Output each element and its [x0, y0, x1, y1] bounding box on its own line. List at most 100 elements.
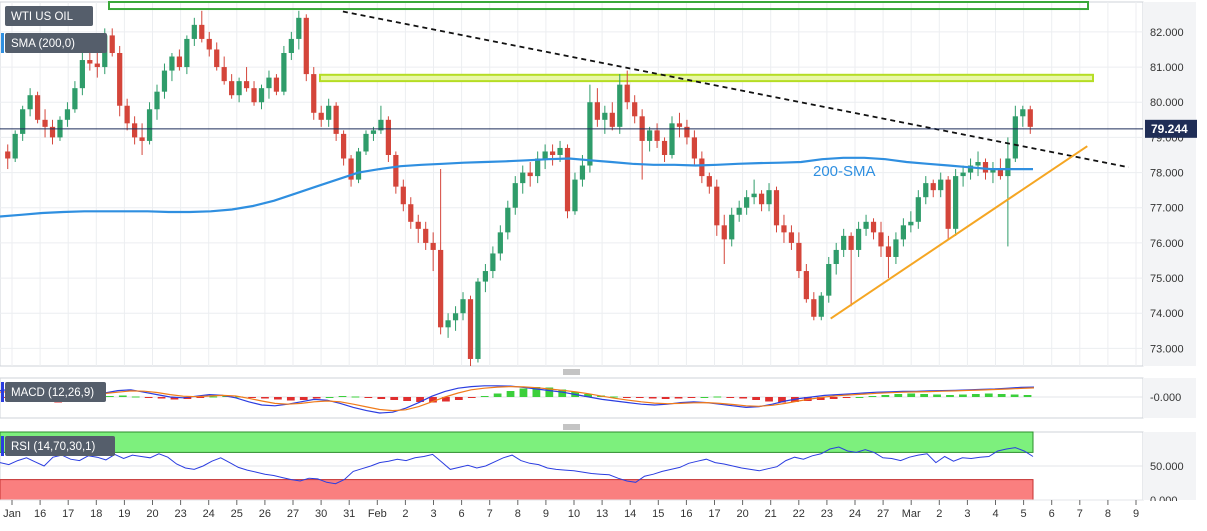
candle-down: [206, 38, 212, 50]
time-tick-label: 24: [203, 508, 215, 520]
sma-legend-swatch: [1, 33, 4, 53]
instrument-label: WTI US OIL: [11, 11, 74, 23]
candle-up: [938, 179, 944, 191]
macd-histogram-bar: [674, 397, 683, 399]
sma-annotation: 200-SMA: [813, 163, 876, 180]
macd-histogram-bar: [894, 394, 903, 397]
candle-up: [766, 190, 772, 205]
macd-histogram-bar: [610, 396, 618, 398]
resistance-zone-upper: [108, 1, 1089, 11]
time-tick-label: 20: [146, 508, 158, 520]
macd-histogram-bar: [274, 397, 282, 400]
candle-up: [960, 172, 966, 177]
candle-down: [467, 299, 474, 359]
macd-histogram-bar: [519, 388, 528, 397]
price-tick-label: 81.000: [1150, 62, 1184, 74]
candle-down: [273, 77, 280, 92]
candle-down: [676, 123, 683, 127]
price-tick-label: 76.000: [1150, 238, 1184, 250]
macd-histogram-bar: [816, 397, 825, 400]
candle-up: [281, 52, 287, 92]
candle-up: [490, 253, 496, 272]
candle-down: [311, 74, 317, 113]
candle-down: [549, 151, 556, 155]
time-tick-label: 26: [259, 508, 271, 520]
candle-down: [393, 154, 399, 187]
macd-histogram-bar: [442, 397, 450, 402]
macd-histogram-bar: [778, 397, 786, 403]
macd-histogram-bar: [842, 397, 851, 398]
macd-histogram-bar: [377, 397, 386, 399]
time-tick-label: 27: [877, 508, 889, 520]
candle-down: [221, 67, 227, 82]
candle-down: [124, 105, 130, 124]
candle-down: [997, 169, 1004, 177]
macd-histogram-bar: [1010, 394, 1019, 397]
time-tick-label: 7: [487, 508, 493, 520]
candle-up: [460, 299, 466, 314]
candle-up: [482, 271, 489, 282]
time-tick-label: 16: [34, 508, 46, 520]
time-tick-label: 27: [287, 508, 299, 520]
candle-down: [691, 137, 698, 159]
current-price-value: 79.244: [1151, 122, 1188, 136]
price-tick-label: 80.000: [1150, 97, 1184, 109]
macd-histogram-bar: [506, 391, 515, 397]
macd-histogram-bar: [907, 393, 916, 397]
price-tick-label: 73.000: [1150, 343, 1184, 355]
candle-down: [400, 186, 406, 205]
rsi-tick-label: 50.000: [1150, 461, 1184, 473]
time-tick-label: 20: [736, 508, 748, 520]
time-tick-label: 21: [765, 508, 777, 520]
resistance-zone-lower: [319, 73, 1094, 83]
candle-down: [982, 162, 989, 173]
macd-axis-bg: [1143, 378, 1196, 418]
candle-down: [624, 84, 630, 103]
candle-down: [945, 179, 951, 229]
candle-up: [184, 38, 190, 68]
candle-up: [1012, 116, 1018, 159]
macd-histogram-bar: [648, 397, 657, 399]
macd-histogram-bar: [131, 396, 140, 398]
candle-down: [758, 193, 765, 205]
candle-up: [72, 88, 78, 110]
candle-up: [744, 197, 750, 208]
candle-down: [348, 158, 354, 180]
time-tick-label: 3: [430, 508, 436, 520]
candle-up: [669, 123, 675, 155]
time-tick-label: 9: [543, 508, 549, 520]
time-tick-label: 25: [231, 508, 243, 520]
candle-up: [79, 60, 85, 89]
candle-down: [303, 17, 309, 75]
time-tick-label: 13: [596, 508, 608, 520]
price-tick-label: 78.000: [1150, 168, 1184, 180]
candle-down: [243, 81, 250, 89]
candle-down: [870, 221, 877, 233]
macd-histogram-bar: [855, 397, 864, 398]
macd-histogram-bar: [390, 397, 399, 400]
candle-up: [296, 17, 302, 39]
time-tick-label: 6: [459, 508, 465, 520]
candle-up: [355, 151, 362, 180]
candle-down: [5, 151, 11, 159]
candle-down: [251, 88, 257, 103]
candle-down: [430, 242, 436, 250]
candle-down: [885, 246, 892, 257]
macd-histogram-bar: [532, 387, 541, 397]
macd-histogram-bar: [584, 394, 592, 397]
macd-histogram-bar: [713, 396, 722, 398]
candle-up: [452, 313, 459, 321]
time-tick-label: 31: [343, 508, 355, 520]
ascending-support-line: [830, 145, 1088, 320]
candle-up: [841, 235, 847, 250]
time-tick-label: 5: [1021, 508, 1027, 520]
macd-histogram-bar: [558, 389, 567, 397]
time-tick-label: 15: [652, 508, 664, 520]
macd-histogram-bar: [429, 397, 437, 403]
candle-up: [370, 130, 377, 134]
candle-up: [64, 109, 71, 120]
time-tick-label: 19: [118, 508, 130, 520]
candle-up: [445, 320, 451, 328]
candle-down: [661, 140, 668, 155]
